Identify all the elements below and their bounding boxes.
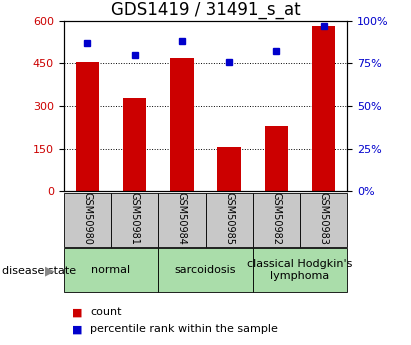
Text: ■: ■ [72, 307, 83, 317]
Text: GSM50982: GSM50982 [271, 193, 282, 245]
Text: GSM50984: GSM50984 [177, 193, 187, 245]
Bar [253, 248, 347, 292]
Text: ■: ■ [72, 325, 83, 334]
Bar [253, 193, 300, 247]
Text: GSM50985: GSM50985 [224, 193, 234, 245]
Text: sarcoidosis: sarcoidosis [175, 265, 236, 275]
Text: percentile rank within the sample: percentile rank within the sample [90, 325, 278, 334]
Bar [158, 248, 253, 292]
Text: count: count [90, 307, 122, 317]
Bar [64, 248, 158, 292]
Bar [206, 193, 253, 247]
Text: classical Hodgkin's
lymphoma: classical Hodgkin's lymphoma [247, 259, 353, 281]
Bar [111, 193, 158, 247]
Text: ▶: ▶ [45, 264, 55, 277]
Bar [158, 193, 206, 247]
Text: disease state: disease state [2, 266, 76, 276]
Bar [300, 193, 347, 247]
Text: GSM50983: GSM50983 [319, 193, 329, 245]
Title: GDS1419 / 31491_s_at: GDS1419 / 31491_s_at [111, 1, 300, 19]
Bar [312, 27, 335, 191]
Bar [76, 62, 99, 191]
Text: normal: normal [91, 265, 131, 275]
Bar [265, 126, 288, 191]
Bar [123, 98, 146, 191]
Text: GSM50981: GSM50981 [129, 193, 140, 245]
Bar [217, 147, 241, 191]
Bar [170, 58, 194, 191]
Text: GSM50980: GSM50980 [82, 193, 92, 245]
Bar [64, 193, 111, 247]
